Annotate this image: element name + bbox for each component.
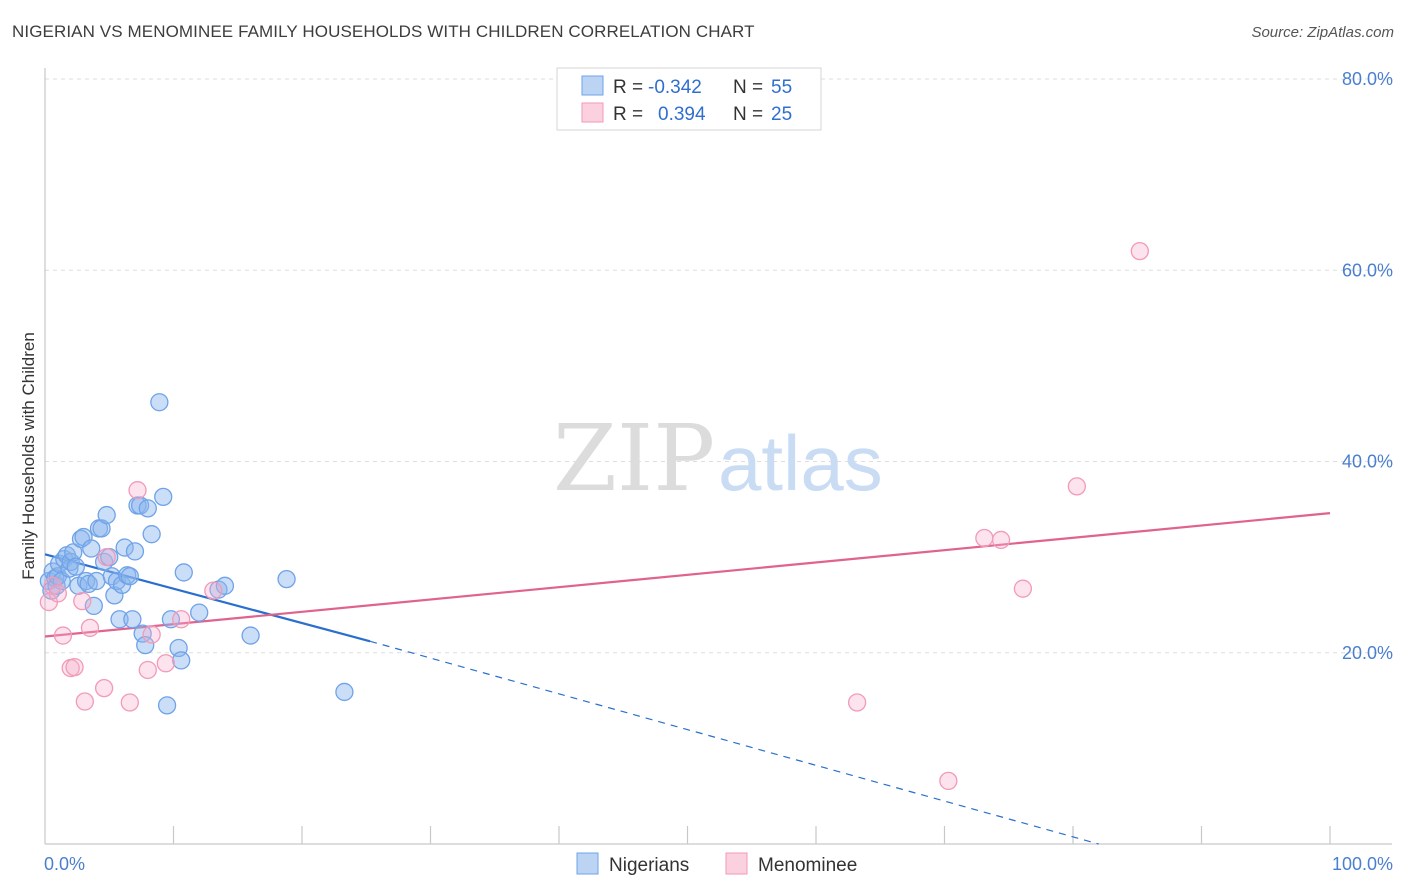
- point-nigerians-52: [215, 576, 235, 595]
- correlation-legend: R = -0.342 N = 55 R = 0.394 N = 25: [556, 67, 822, 131]
- legend-r-value-2: 0.394: [658, 104, 706, 125]
- axes: [44, 68, 1392, 845]
- point-menominee-12: [128, 481, 147, 500]
- point-nigerians-44: [154, 487, 173, 507]
- point-nigerians-54: [277, 569, 296, 589]
- x-ticks: [44, 826, 1331, 844]
- point-menominee-19: [939, 771, 958, 791]
- point-menominee-6: [73, 591, 92, 611]
- legend-r-label-1: R =: [613, 77, 643, 98]
- point-nigerians-25: [97, 505, 116, 525]
- point-menominee-5: [65, 657, 84, 677]
- legend-swatch-blue: [581, 75, 604, 96]
- legend-n-value-2: 25: [771, 104, 792, 125]
- point-menominee-22: [1013, 579, 1033, 598]
- legend-r-label-2: R =: [613, 104, 643, 125]
- point-nigerians-13: [66, 557, 85, 576]
- legend-n-label-1: N =: [733, 77, 763, 98]
- data-points: [39, 241, 1149, 791]
- y-axis-label: Family Households with Children: [19, 332, 38, 580]
- y-tick-label-40: 40.0%: [1342, 452, 1393, 472]
- point-menominee-7: [75, 692, 94, 711]
- legend-n-label-2: N =: [733, 104, 763, 125]
- point-nigerians-40: [136, 635, 155, 655]
- point-nigerians-17: [76, 571, 96, 591]
- point-menominee-8: [80, 618, 100, 638]
- point-nigerians-48: [172, 651, 191, 670]
- legend-r-value-1: -0.342: [648, 77, 702, 98]
- point-nigerians-49: [174, 563, 193, 582]
- bottom-legend-swatch-nigerians: [576, 852, 599, 875]
- watermark: ZIP atlas: [553, 405, 883, 512]
- trendline-menominee: [44, 512, 1331, 638]
- bottom-legend-nigerians: Nigerians: [609, 855, 689, 876]
- grid: [45, 78, 1392, 654]
- legend-swatch-pink: [581, 102, 604, 123]
- watermark-atlas: atlas: [718, 419, 883, 507]
- point-menominee-10: [97, 547, 116, 567]
- point-menominee-16: [172, 610, 191, 629]
- point-nigerians-45: [157, 696, 177, 715]
- point-menominee-14: [142, 625, 161, 644]
- y-tick-label-20: 20.0%: [1342, 643, 1393, 663]
- point-menominee-9: [94, 678, 114, 698]
- trendlines: [44, 512, 1331, 845]
- point-menominee-23: [1067, 477, 1087, 496]
- point-nigerians-42: [142, 525, 161, 544]
- x-tick-label-min: 0.0%: [44, 854, 85, 874]
- point-nigerians-19: [82, 539, 101, 558]
- bottom-legend-swatch-menominee: [725, 852, 748, 875]
- point-menominee-2: [48, 584, 67, 603]
- watermark-zip: ZIP: [553, 405, 715, 512]
- y-tick-label-80: 80.0%: [1342, 69, 1393, 89]
- y-tick-labels: 20.0% 40.0% 60.0% 80.0%: [1342, 69, 1393, 663]
- point-menominee-15: [156, 654, 175, 673]
- point-nigerians-23: [92, 519, 111, 538]
- point-menominee-17: [204, 581, 223, 600]
- point-menominee-11: [120, 693, 139, 712]
- point-menominee-21: [991, 530, 1011, 550]
- point-nigerians-35: [123, 610, 142, 629]
- bottom-legend-menominee: Menominee: [758, 855, 857, 876]
- x-tick-label-max: 100.0%: [1332, 854, 1393, 874]
- point-nigerians-32: [115, 538, 134, 557]
- legend-n-value-1: 55: [771, 77, 792, 98]
- point-nigerians-20: [84, 596, 103, 616]
- point-nigerians-36: [125, 542, 145, 561]
- chart-title: NIGERIAN VS MENOMINEE FAMILY HOUSEHOLDS …: [12, 22, 755, 41]
- source-label: Source: ZipAtlas.com: [1251, 24, 1394, 41]
- point-nigerians-34: [120, 567, 139, 586]
- point-menominee-24: [1130, 241, 1149, 261]
- point-nigerians-43: [150, 393, 169, 412]
- point-nigerians-41: [138, 499, 157, 518]
- y-tick-label-60: 60.0%: [1342, 260, 1393, 280]
- point-nigerians-30: [110, 610, 129, 629]
- point-nigerians-46: [161, 610, 181, 629]
- point-menominee-20: [975, 528, 994, 548]
- point-nigerians-21: [87, 571, 106, 591]
- point-menominee-13: [138, 660, 157, 680]
- point-menominee-18: [847, 693, 867, 712]
- series-legend: Nigerians Menominee: [576, 852, 857, 876]
- trendline-extension-nigerians: [369, 640, 1099, 845]
- point-nigerians-50: [190, 603, 209, 622]
- point-nigerians-55: [335, 682, 354, 702]
- point-menominee-3: [53, 626, 73, 645]
- point-nigerians-53: [241, 626, 260, 645]
